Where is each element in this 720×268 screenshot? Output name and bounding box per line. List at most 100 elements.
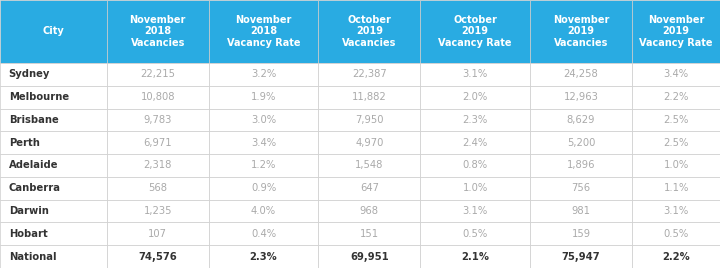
- Bar: [318, 0, 420, 63]
- Text: 4.0%: 4.0%: [251, 206, 276, 216]
- Bar: [530, 200, 632, 222]
- Bar: [318, 177, 420, 200]
- Text: November
2018
Vacancies: November 2018 Vacancies: [130, 15, 186, 48]
- Bar: [420, 177, 530, 200]
- Bar: [318, 154, 420, 177]
- Text: November
2019
Vacancy Rate: November 2019 Vacancy Rate: [639, 15, 713, 48]
- Text: October
2019
Vacancies: October 2019 Vacancies: [342, 15, 397, 48]
- Bar: [107, 109, 209, 131]
- Text: 3.4%: 3.4%: [251, 138, 276, 148]
- Bar: [420, 222, 530, 245]
- Text: 4,970: 4,970: [355, 138, 384, 148]
- Text: 74,576: 74,576: [138, 252, 177, 262]
- Bar: [530, 131, 632, 154]
- Text: 0.8%: 0.8%: [463, 161, 487, 170]
- Text: 2.1%: 2.1%: [462, 252, 489, 262]
- Bar: [209, 86, 318, 109]
- Text: 2.0%: 2.0%: [462, 92, 488, 102]
- Bar: [209, 0, 318, 63]
- Text: 7,950: 7,950: [355, 115, 384, 125]
- Text: 0.4%: 0.4%: [251, 229, 276, 239]
- Bar: [0, 0, 107, 63]
- Bar: [420, 86, 530, 109]
- Bar: [318, 222, 420, 245]
- Bar: [209, 109, 318, 131]
- Text: 1.9%: 1.9%: [251, 92, 276, 102]
- Bar: [420, 109, 530, 131]
- Bar: [632, 245, 720, 268]
- Bar: [0, 177, 107, 200]
- Text: 11,882: 11,882: [352, 92, 387, 102]
- Bar: [0, 63, 107, 86]
- Text: Hobart: Hobart: [9, 229, 48, 239]
- Text: November
2019
Vacancies: November 2019 Vacancies: [553, 15, 609, 48]
- Text: 1.2%: 1.2%: [251, 161, 276, 170]
- Bar: [209, 177, 318, 200]
- Bar: [632, 200, 720, 222]
- Text: 3.1%: 3.1%: [462, 206, 488, 216]
- Bar: [420, 63, 530, 86]
- Bar: [420, 245, 530, 268]
- Text: October
2019
Vacancy Rate: October 2019 Vacancy Rate: [438, 15, 512, 48]
- Text: 0.9%: 0.9%: [251, 183, 276, 193]
- Text: 3.1%: 3.1%: [663, 206, 689, 216]
- Bar: [632, 154, 720, 177]
- Text: 5,200: 5,200: [567, 138, 595, 148]
- Text: Canberra: Canberra: [9, 183, 60, 193]
- Text: 1,235: 1,235: [143, 206, 172, 216]
- Text: 24,258: 24,258: [564, 69, 598, 79]
- Bar: [209, 131, 318, 154]
- Bar: [0, 109, 107, 131]
- Text: 968: 968: [360, 206, 379, 216]
- Text: 568: 568: [148, 183, 167, 193]
- Bar: [0, 245, 107, 268]
- Bar: [107, 0, 209, 63]
- Text: 75,947: 75,947: [562, 252, 600, 262]
- Text: 756: 756: [572, 183, 590, 193]
- Bar: [107, 222, 209, 245]
- Bar: [420, 154, 530, 177]
- Text: 9,783: 9,783: [143, 115, 172, 125]
- Bar: [107, 86, 209, 109]
- Bar: [530, 0, 632, 63]
- Text: 6,971: 6,971: [143, 138, 172, 148]
- Bar: [530, 63, 632, 86]
- Text: 151: 151: [360, 229, 379, 239]
- Text: 2.5%: 2.5%: [663, 115, 689, 125]
- Bar: [318, 131, 420, 154]
- Bar: [209, 222, 318, 245]
- Bar: [318, 245, 420, 268]
- Text: 159: 159: [572, 229, 590, 239]
- Bar: [632, 222, 720, 245]
- Text: National: National: [9, 252, 56, 262]
- Text: 3.4%: 3.4%: [664, 69, 688, 79]
- Bar: [0, 86, 107, 109]
- Bar: [209, 245, 318, 268]
- Text: 2.2%: 2.2%: [662, 252, 690, 262]
- Text: 1.0%: 1.0%: [663, 161, 689, 170]
- Text: 1.0%: 1.0%: [462, 183, 488, 193]
- Bar: [530, 86, 632, 109]
- Text: November
2018
Vacancy Rate: November 2018 Vacancy Rate: [227, 15, 300, 48]
- Text: Darwin: Darwin: [9, 206, 48, 216]
- Bar: [107, 200, 209, 222]
- Bar: [632, 63, 720, 86]
- Bar: [632, 177, 720, 200]
- Text: 22,215: 22,215: [140, 69, 175, 79]
- Text: 22,387: 22,387: [352, 69, 387, 79]
- Text: 2.4%: 2.4%: [462, 138, 488, 148]
- Text: 2.2%: 2.2%: [663, 92, 689, 102]
- Text: 1.1%: 1.1%: [663, 183, 689, 193]
- Text: 1,896: 1,896: [567, 161, 595, 170]
- Text: 69,951: 69,951: [350, 252, 389, 262]
- Bar: [632, 131, 720, 154]
- Bar: [0, 154, 107, 177]
- Bar: [107, 177, 209, 200]
- Text: 2.3%: 2.3%: [250, 252, 277, 262]
- Bar: [209, 154, 318, 177]
- Text: Adelaide: Adelaide: [9, 161, 58, 170]
- Bar: [530, 245, 632, 268]
- Bar: [0, 222, 107, 245]
- Bar: [530, 154, 632, 177]
- Bar: [420, 200, 530, 222]
